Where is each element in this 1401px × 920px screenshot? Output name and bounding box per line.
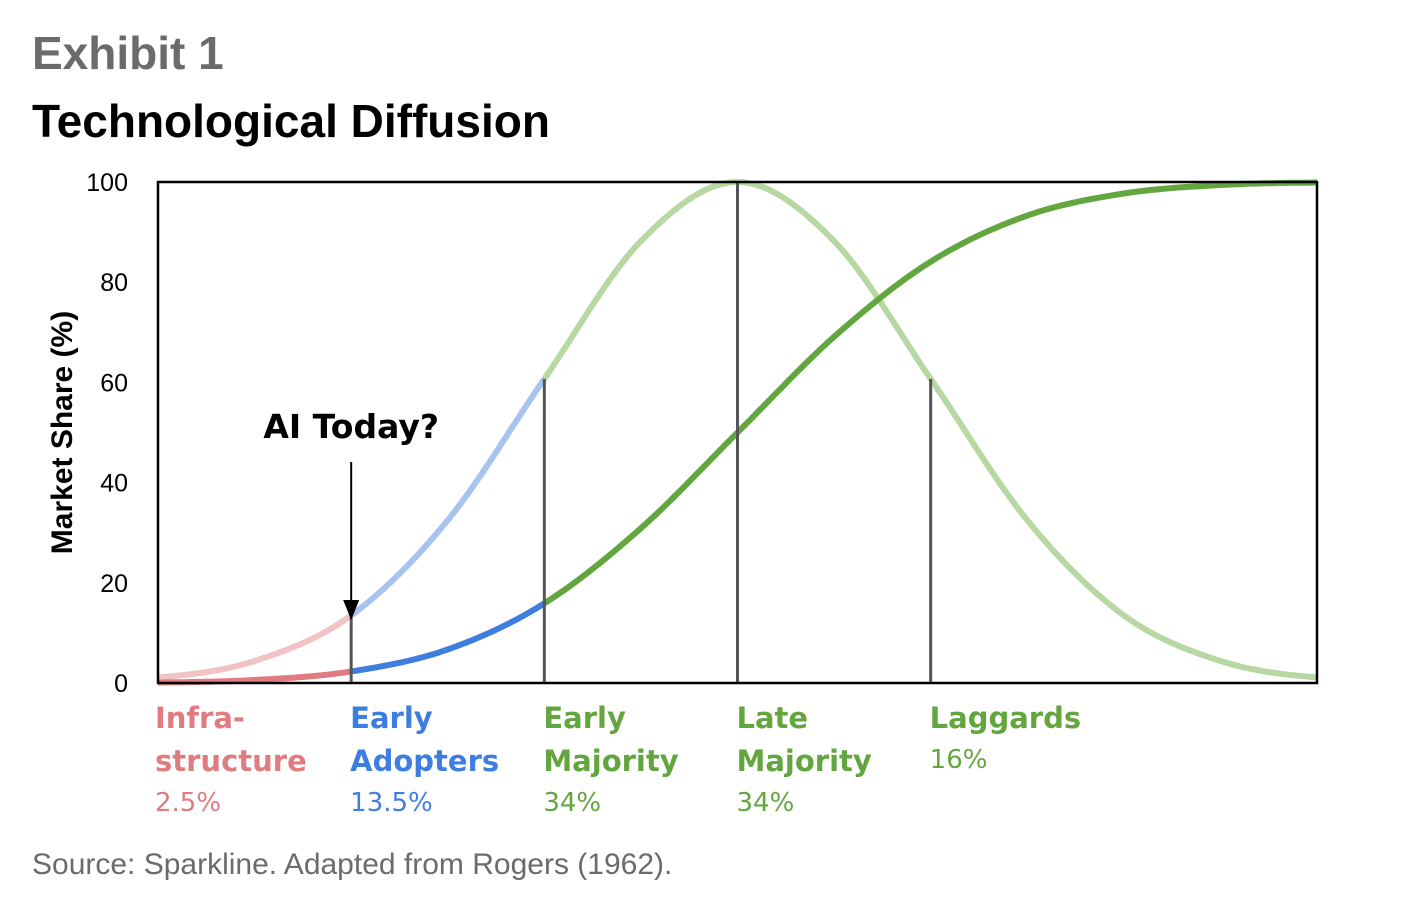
segment-share: 2.5% [155,788,222,818]
segment-name: Laggards [929,701,1082,735]
segment-share: 13.5% [350,788,433,818]
segment-label: Early Adopters 13.5% [350,697,499,823]
adoption-curve-segment [350,600,546,675]
annotation-label: AI Today? [263,407,439,446]
y-tick-label: 60 [100,369,128,397]
segment-share: 34% [736,788,795,818]
chart-title: Technological Diffusion [32,95,550,147]
segment-label: Early Majority 34% [543,697,678,823]
segment-label: Laggards 16% [930,697,1081,780]
y-tick-label: 80 [100,269,128,297]
segment-label: Infra- structure 2.5% [155,697,307,823]
y-tick-label: 20 [100,570,128,598]
exhibit-label: Exhibit 1 [32,27,224,79]
y-axis-label: Market Share (%) [46,311,79,554]
plot-frame [156,180,1319,685]
segment-label: Late Majority 34% [737,697,872,823]
segment-name: Infra- structure [155,701,307,778]
segment-share: 34% [543,788,602,818]
y-tick-label: 0 [114,670,128,698]
bell-curve-segment [157,612,353,681]
y-tick-label: 100 [86,169,128,197]
adoption-curve-segment [542,179,1318,606]
y-tick-label: 40 [100,470,128,498]
segment-name: Early Adopters [350,701,500,778]
segment-name: Early Majority [543,701,679,778]
segment-name: Late Majority [736,701,872,778]
segment-share: 16% [929,745,988,775]
annotation-arrow-head [343,600,360,620]
source-note: Source: Sparkline. Adapted from Rogers (… [32,848,673,881]
bell-curve-segment [349,377,547,618]
